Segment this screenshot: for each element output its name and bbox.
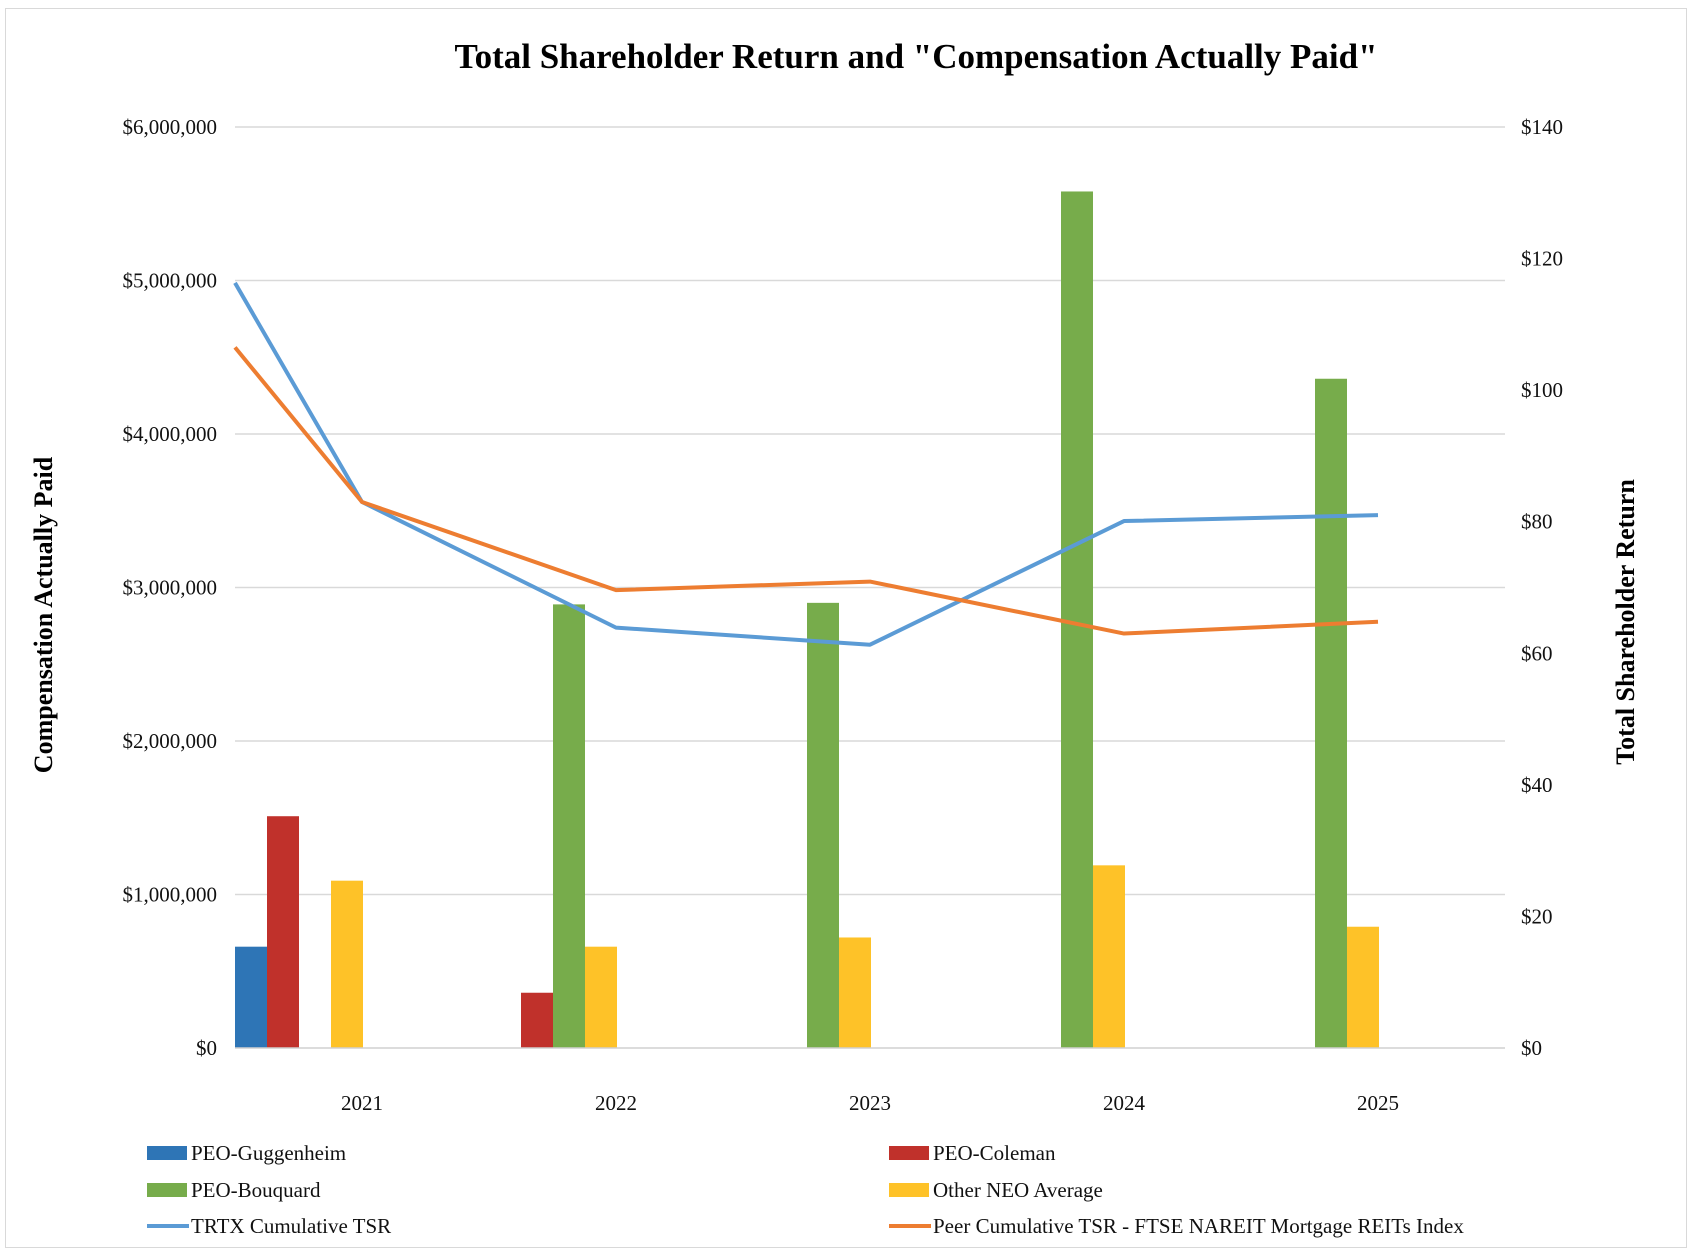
bar-peo-coleman (521, 992, 553, 1048)
right-tick-label: $0 (1521, 1036, 1542, 1060)
right-axis-ticks: $0 $20 $40 $60 $80 $100 $120 $140 (1521, 115, 1563, 1060)
right-tick-label: $60 (1521, 641, 1553, 665)
legend-swatch (889, 1183, 929, 1197)
chart-frame (5, 8, 1687, 1248)
legend-label: PEO-Bouquard (191, 1178, 321, 1202)
gridlines (235, 126, 1505, 896)
left-tick-label: $3,000,000 (123, 576, 218, 600)
bar-other-neo-average (839, 937, 871, 1048)
bar-other-neo-average (1347, 926, 1379, 1048)
legend-label: PEO-Guggenheim (191, 1141, 346, 1165)
right-tick-label: $20 (1521, 904, 1553, 928)
left-tick-label: $1,000,000 (123, 883, 218, 907)
bars (235, 191, 1379, 1049)
bar-peo-coleman (267, 816, 299, 1048)
tsr-lines (233, 281, 1379, 647)
bar-peo-bouquard (807, 602, 839, 1048)
bar-other-neo-average (1093, 865, 1125, 1048)
right-axis-label: Total Shareholder Return (1611, 479, 1640, 765)
line-trtx-cumulative-tsr (233, 281, 1379, 647)
legend-label: PEO-Coleman (933, 1141, 1056, 1165)
bar-peo-bouquard (553, 604, 585, 1048)
legend-label: Other NEO Average (933, 1178, 1103, 1202)
legend-label: Peer Cumulative TSR - FTSE NAREIT Mortga… (933, 1214, 1464, 1238)
bar-other-neo-average (331, 880, 363, 1048)
x-tick-label: 2021 (341, 1091, 383, 1115)
left-tick-label: $2,000,000 (123, 729, 218, 753)
line-peer-cumulative-tsr-ftse-nareit-mortgage (233, 346, 1379, 636)
x-axis-ticks: 2021 2022 2023 2024 2025 (341, 1091, 1399, 1115)
bar-peo-bouquard (1315, 378, 1347, 1048)
right-tick-label: $80 (1521, 510, 1553, 534)
left-tick-label: $6,000,000 (123, 115, 218, 139)
left-axis-label: Compensation Actually Paid (29, 456, 58, 773)
left-axis-ticks: $0 $1,000,000 $2,000,000 $3,000,000 $4,000,0… (123, 115, 218, 1060)
legend-swatch (147, 1183, 187, 1197)
right-tick-label: $40 (1521, 773, 1553, 797)
x-tick-label: 2025 (1357, 1091, 1399, 1115)
chart-title: Total Shareholder Return and "Compensati… (454, 37, 1377, 76)
left-tick-label: $0 (196, 1036, 217, 1060)
right-tick-label: $140 (1521, 115, 1563, 139)
legend: PEO-Guggenheim PEO-Coleman PEO-Bouquard Oth… (147, 1141, 1464, 1238)
right-tick-label: $120 (1521, 247, 1563, 271)
x-tick-label: 2023 (849, 1091, 891, 1115)
legend-swatch (147, 1146, 187, 1160)
left-tick-label: $4,000,000 (123, 422, 218, 446)
bar-other-neo-average (585, 946, 617, 1048)
x-tick-label: 2024 (1103, 1091, 1146, 1115)
legend-swatch (889, 1146, 929, 1160)
legend-label: TRTX Cumulative TSR (191, 1214, 391, 1238)
right-tick-label: $100 (1521, 378, 1563, 402)
x-tick-label: 2022 (595, 1091, 637, 1115)
bar-peo-guggenheim (235, 946, 267, 1048)
left-tick-label: $5,000,000 (123, 269, 218, 293)
